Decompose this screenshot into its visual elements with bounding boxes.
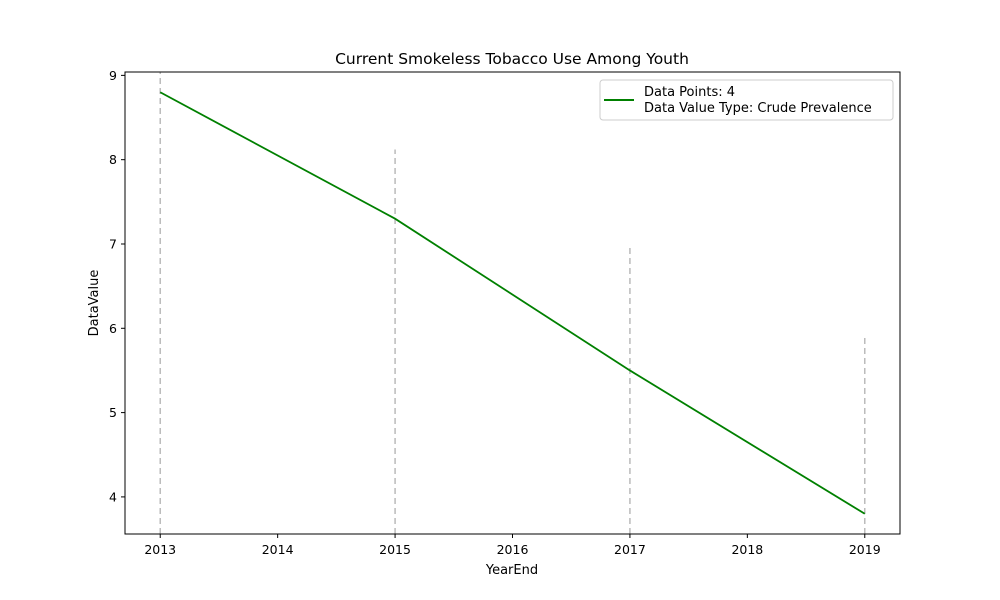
- chart-title: Current Smokeless Tobacco Use Among Yout…: [335, 50, 689, 68]
- y-axis: 4 5 6 7 8 9: [109, 68, 125, 504]
- y-tick-label: 5: [109, 405, 117, 420]
- data-point-2019: [864, 513, 865, 514]
- y-tick-label: 7: [109, 236, 117, 251]
- legend-box: [599, 79, 894, 121]
- data-point-2013: [160, 92, 161, 93]
- x-tick-label: 2016: [497, 542, 529, 557]
- data-point-2017: [629, 370, 630, 371]
- x-axis: 2013 2014 2015 2016 2017 2018 2019: [144, 534, 881, 557]
- series-line-0: [159, 91, 866, 515]
- legend: Data Points: 4 Data Value Type: Crude Pr…: [599, 79, 894, 121]
- x-tick-label: 2017: [614, 542, 646, 557]
- reference-lines: [159, 72, 866, 534]
- x-tick-label: 2015: [379, 542, 411, 557]
- data-point-2015: [395, 218, 396, 219]
- legend-entry-line-1: Data Points: 4: [644, 85, 735, 100]
- legend-entry-line-2: Data Value Type: Crude Prevalence: [644, 101, 872, 116]
- x-tick-label: 2018: [731, 542, 763, 557]
- y-tick-label: 9: [109, 68, 117, 83]
- y-tick-label: 6: [109, 321, 117, 336]
- series-layer: [159, 91, 866, 515]
- x-tick-label: 2013: [144, 542, 176, 557]
- x-axis-label: YearEnd: [485, 563, 538, 578]
- x-tick-label: 2014: [262, 542, 294, 557]
- y-tick-label: 4: [109, 489, 117, 504]
- x-tick-label: 2019: [849, 542, 881, 557]
- y-axis-label: DataValue: [87, 270, 102, 337]
- y-tick-label: 8: [109, 152, 117, 167]
